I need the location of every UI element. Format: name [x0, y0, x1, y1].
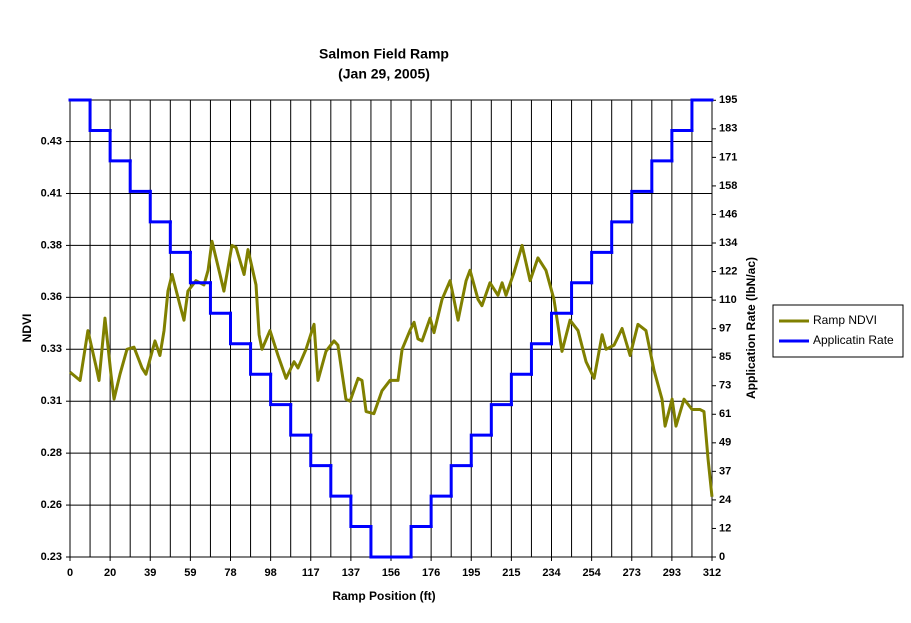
step-segment: [690, 98, 714, 132]
x-tick-label: 78: [224, 567, 236, 579]
step-segment: [650, 159, 674, 193]
y2-tick-label: 122: [719, 265, 737, 277]
legend-box: [772, 304, 904, 358]
y2-tick-label: 61: [719, 408, 731, 420]
step-segment: [570, 281, 594, 315]
step-segment: [229, 311, 253, 346]
x-tick-label: 0: [67, 567, 73, 579]
step-segment: [148, 189, 172, 224]
step-segment: [309, 433, 333, 468]
legend-label: Ramp NDVI: [813, 313, 877, 327]
y2-tick-label: 134: [719, 237, 738, 249]
step-segment: [529, 342, 553, 376]
y2-tick-label: 37: [719, 465, 731, 477]
x-tick-label: 234: [542, 567, 561, 579]
step-segment: [509, 372, 533, 407]
y2-tick-label: 0: [719, 551, 725, 563]
y2-tick-label: 85: [719, 351, 731, 363]
x-tick-label: 312: [703, 567, 721, 579]
step-segment: [128, 159, 152, 193]
x-axis-title: Ramp Position (ft): [332, 589, 435, 603]
step-segment: [489, 403, 513, 437]
y2-tick-label: 73: [719, 380, 731, 392]
y2-tick-label: 24: [719, 494, 732, 506]
y2-tick-label: 12: [719, 522, 731, 534]
step-segment: [329, 464, 353, 498]
y-tick-label: 0.41: [41, 187, 62, 199]
line-series: [69, 239, 714, 497]
step-segment: [429, 494, 453, 529]
step-segment: [550, 311, 574, 346]
x-tick-label: 215: [502, 567, 520, 579]
y2-tick-label: 158: [719, 180, 737, 192]
y2-tick-label: 183: [719, 123, 737, 135]
y2-tick-label: 146: [719, 208, 737, 220]
y2-tick-label: 171: [719, 151, 737, 163]
chart-title: Salmon Field Ramp: [319, 46, 449, 62]
x-tick-label: 39: [144, 567, 156, 579]
x-tick-label: 98: [265, 567, 277, 579]
y2-tick-label: 195: [719, 94, 737, 106]
x-tick-label: 59: [184, 567, 196, 579]
step-segment: [630, 189, 654, 224]
x-tick-label: 254: [582, 567, 601, 579]
y-tick-label: 0.26: [41, 499, 62, 511]
y-tick-label: 0.43: [41, 135, 62, 147]
step-segment: [269, 372, 293, 407]
legend-label: Applicatin Rate: [813, 333, 894, 347]
y-tick-label: 0.33: [41, 343, 62, 355]
y-tick-label: 0.36: [41, 291, 62, 303]
step-segment: [289, 403, 313, 437]
x-tick-label: 137: [342, 567, 360, 579]
step-segment: [369, 525, 413, 559]
step-segment: [449, 464, 473, 498]
step-segment: [670, 128, 694, 163]
y-axis-title: NDVI: [20, 314, 34, 343]
y2-tick-label: 110: [719, 294, 737, 306]
y-tick-label: 0.31: [41, 395, 62, 407]
y2-tick-label: 97: [719, 323, 731, 335]
y-tick-label: 0.38: [41, 239, 62, 251]
step-segment: [469, 433, 493, 468]
step-segment: [610, 220, 634, 254]
x-tick-label: 293: [663, 567, 681, 579]
chart-subtitle: (Jan 29, 2005): [338, 66, 430, 82]
y-tick-label: 0.23: [41, 551, 62, 563]
step-segment: [88, 98, 112, 132]
step-segment: [249, 342, 273, 376]
step-segment: [590, 250, 614, 285]
x-tick-label: 117: [302, 567, 320, 579]
y2-tick-label: 49: [719, 437, 731, 449]
y2-axis-title: Application Rate (lbN/ac): [744, 257, 758, 399]
step-segment: [188, 250, 212, 285]
x-tick-label: 20: [104, 567, 116, 579]
x-tick-label: 195: [462, 567, 480, 579]
step-segment: [208, 281, 232, 315]
x-tick-label: 273: [623, 567, 641, 579]
step-segment: [409, 525, 433, 559]
x-tick-label: 176: [422, 567, 440, 579]
x-tick-label: 156: [382, 567, 400, 579]
step-segment: [108, 128, 132, 163]
y-tick-label: 0.28: [41, 447, 62, 459]
step-segment: [349, 494, 373, 529]
step-segment: [168, 220, 192, 254]
